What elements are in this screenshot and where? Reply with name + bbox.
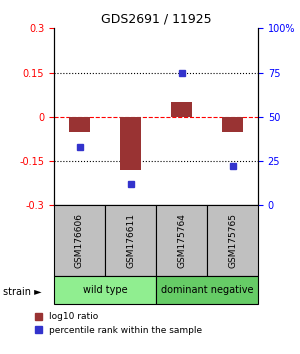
Text: strain ►: strain ► — [3, 287, 42, 297]
FancyBboxPatch shape — [156, 276, 258, 304]
Bar — [69, 117, 90, 132]
Title: GDS2691 / 11925: GDS2691 / 11925 — [101, 13, 211, 26]
Legend: log10 ratio, percentile rank within the sample: log10 ratio, percentile rank within the … — [34, 313, 202, 335]
Text: GSM176611: GSM176611 — [126, 213, 135, 268]
FancyBboxPatch shape — [207, 205, 258, 276]
Bar — [222, 117, 243, 132]
FancyBboxPatch shape — [156, 205, 207, 276]
FancyBboxPatch shape — [54, 205, 105, 276]
Text: GSM175765: GSM175765 — [228, 213, 237, 268]
FancyBboxPatch shape — [54, 276, 156, 304]
Bar — [120, 117, 141, 170]
Text: dominant negative: dominant negative — [161, 285, 253, 295]
Bar — [171, 102, 192, 117]
Text: GSM176606: GSM176606 — [75, 213, 84, 268]
FancyBboxPatch shape — [105, 205, 156, 276]
Text: wild type: wild type — [83, 285, 127, 295]
Text: GSM175764: GSM175764 — [177, 213, 186, 268]
